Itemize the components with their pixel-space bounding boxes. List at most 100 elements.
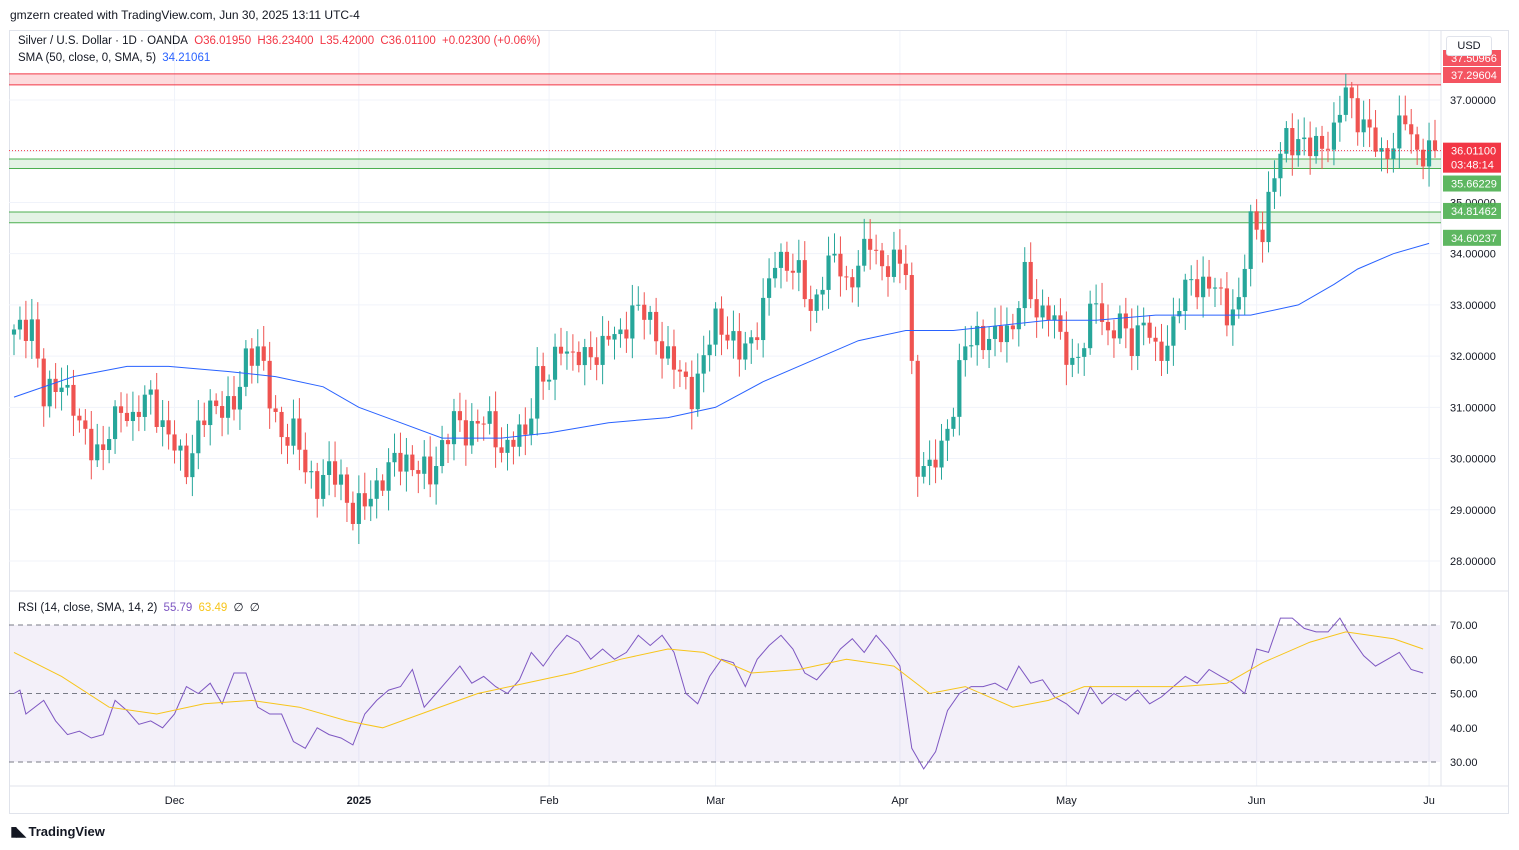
candle-body[interactable]: [1034, 299, 1039, 318]
candle-body[interactable]: [654, 311, 659, 342]
candle-body[interactable]: [1319, 135, 1325, 149]
candle-body[interactable]: [921, 466, 926, 477]
candle-body[interactable]: [814, 294, 819, 311]
candle-body[interactable]: [196, 420, 201, 454]
candle-body[interactable]: [273, 408, 278, 412]
candle-body[interactable]: [53, 378, 58, 392]
candle-body[interactable]: [992, 325, 998, 339]
candle-body[interactable]: [101, 444, 106, 451]
candle-body[interactable]: [220, 406, 225, 418]
candle-body[interactable]: [17, 319, 23, 330]
candle-body[interactable]: [202, 420, 207, 426]
candle-body[interactable]: [1331, 122, 1337, 150]
candle-body[interactable]: [148, 389, 153, 395]
candle-body[interactable]: [1403, 115, 1408, 125]
candle-body[interactable]: [743, 343, 748, 360]
candle-body[interactable]: [1284, 128, 1289, 154]
candle-body[interactable]: [1165, 345, 1170, 361]
candle-body[interactable]: [374, 480, 379, 499]
candle-body[interactable]: [1426, 140, 1432, 167]
candle-body[interactable]: [838, 253, 843, 277]
candle-body[interactable]: [1373, 127, 1378, 152]
candle-body[interactable]: [986, 338, 992, 351]
candle-body[interactable]: [951, 416, 956, 429]
candle-body[interactable]: [77, 415, 82, 421]
candle-body[interactable]: [440, 440, 445, 467]
candle-body[interactable]: [398, 452, 403, 472]
candle-body[interactable]: [95, 444, 100, 461]
candle-body[interactable]: [1094, 303, 1099, 305]
candle-body[interactable]: [1272, 178, 1277, 192]
candle-body[interactable]: [772, 267, 778, 279]
candle-body[interactable]: [945, 428, 950, 441]
candle-body[interactable]: [868, 238, 873, 250]
candle-body[interactable]: [481, 423, 486, 425]
candle-body[interactable]: [1129, 328, 1134, 357]
candle-body[interactable]: [1183, 279, 1188, 311]
candle-body[interactable]: [1040, 305, 1045, 318]
candle-body[interactable]: [1022, 261, 1027, 309]
candle-body[interactable]: [1171, 316, 1176, 346]
candle-body[interactable]: [1099, 303, 1105, 322]
candle-body[interactable]: [41, 358, 46, 407]
candle-body[interactable]: [89, 428, 94, 461]
candle-body[interactable]: [130, 411, 135, 422]
candle-body[interactable]: [927, 459, 932, 467]
candle-body[interactable]: [1379, 148, 1384, 152]
candle-body[interactable]: [184, 445, 189, 478]
candle-body[interactable]: [844, 276, 849, 278]
candle-body[interactable]: [862, 238, 867, 266]
candle-body[interactable]: [83, 420, 88, 429]
candle-body[interactable]: [29, 319, 34, 341]
candle-body[interactable]: [963, 346, 968, 361]
candle-body[interactable]: [1278, 153, 1283, 179]
candle-body[interactable]: [124, 412, 130, 422]
candle-body[interactable]: [1349, 87, 1354, 99]
candle-body[interactable]: [321, 474, 326, 499]
candle-body[interactable]: [344, 474, 350, 503]
candle-body[interactable]: [154, 389, 159, 427]
candle-body[interactable]: [267, 360, 272, 409]
candle-body[interactable]: [731, 331, 736, 341]
candle-body[interactable]: [243, 348, 248, 387]
candle-body[interactable]: [820, 289, 825, 295]
candle-body[interactable]: [1010, 325, 1015, 330]
candle-body[interactable]: [445, 440, 451, 445]
candle-body[interactable]: [142, 394, 147, 417]
candle-body[interactable]: [957, 360, 962, 417]
candle-body[interactable]: [981, 325, 986, 351]
candle-body[interactable]: [1432, 140, 1438, 151]
candle-body[interactable]: [1201, 276, 1206, 298]
candle-body[interactable]: [368, 498, 373, 507]
candle-body[interactable]: [659, 341, 665, 359]
candle-body[interactable]: [1361, 119, 1366, 133]
candle-body[interactable]: [535, 366, 540, 419]
candle-body[interactable]: [428, 456, 433, 485]
candle-body[interactable]: [588, 347, 593, 358]
candle-body[interactable]: [909, 275, 914, 361]
candle-body[interactable]: [564, 351, 570, 354]
candle-body[interactable]: [707, 344, 712, 356]
candle-body[interactable]: [1415, 134, 1420, 150]
candle-body[interactable]: [1117, 313, 1122, 339]
candle-body[interactable]: [1391, 148, 1396, 159]
candle-body[interactable]: [1082, 348, 1087, 357]
candle-body[interactable]: [1260, 229, 1265, 243]
candle-body[interactable]: [975, 325, 980, 346]
candle-body[interactable]: [59, 387, 64, 392]
candle-body[interactable]: [1123, 313, 1128, 329]
candle-body[interactable]: [1028, 261, 1033, 300]
candle-body[interactable]: [475, 421, 480, 424]
candle-body[interactable]: [1159, 341, 1164, 361]
candle-body[interactable]: [939, 440, 944, 468]
candle-body[interactable]: [933, 459, 938, 468]
candle-body[interactable]: [671, 346, 677, 370]
candle-body[interactable]: [451, 411, 457, 445]
candle-body[interactable]: [285, 437, 290, 446]
candle-body[interactable]: [422, 456, 427, 474]
candle-body[interactable]: [362, 493, 367, 507]
candle-body[interactable]: [1212, 287, 1218, 289]
candle-body[interactable]: [1248, 211, 1253, 269]
candle-body[interactable]: [778, 251, 784, 268]
candle-body[interactable]: [166, 420, 171, 435]
